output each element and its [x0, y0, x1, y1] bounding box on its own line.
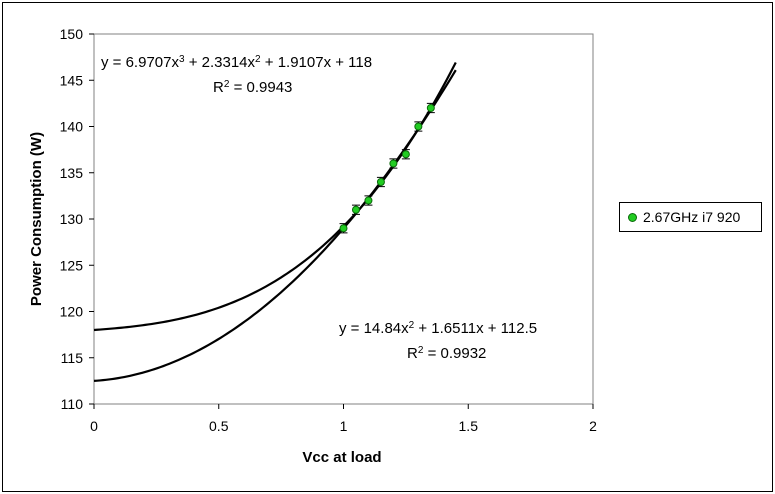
- eq2-part: + 1.6511x + 112.5: [414, 320, 537, 337]
- x-tick-label: 0.5: [209, 418, 229, 434]
- data-point: [376, 178, 385, 186]
- y-axis-title: Power Consumption (W): [28, 132, 45, 306]
- data-point: [401, 150, 410, 159]
- legend-marker-icon: [628, 212, 637, 222]
- x-tick-label: 1: [340, 418, 348, 434]
- legend: 2.67GHz i7 920: [619, 202, 762, 232]
- eq1-superscript: 3: [179, 54, 185, 65]
- eq1-part: y = 6.9707x: [101, 54, 179, 71]
- data-point: [364, 196, 373, 205]
- y-tick-label: 150: [60, 26, 84, 42]
- x-axis: 0 0.5 1 1.5 2: [90, 404, 597, 434]
- legend-label: 2.67GHz i7 920: [643, 209, 741, 225]
- plot-area: [93, 33, 594, 405]
- data-point: [339, 224, 348, 233]
- eq1-part: + 2.3314x: [185, 54, 256, 71]
- data-point: [414, 122, 423, 131]
- y-tick-label: 125: [60, 257, 84, 273]
- y-tick-label: 130: [60, 211, 84, 227]
- y-tick-label: 135: [60, 165, 84, 181]
- y-tick-label: 145: [60, 72, 84, 88]
- r2-superscript: 2: [418, 345, 424, 356]
- y-tick-label: 110: [61, 396, 84, 412]
- y-tick-label: 115: [61, 350, 84, 366]
- trendline-cubic-equation: y = 6.9707x3 + 2.3314x2 + 1.9107x + 118: [101, 54, 372, 72]
- x-axis-title: Vcc at load: [302, 449, 381, 466]
- r2-label: R: [213, 79, 224, 96]
- eq2-part: y = 14.84x: [339, 320, 409, 337]
- data-point: [426, 104, 435, 112]
- y-tick-label: 140: [60, 119, 84, 135]
- x-tick-label: 1.5: [459, 418, 479, 434]
- eq1-part: + 1.9107x + 118: [261, 54, 372, 71]
- r2-label: R: [407, 345, 418, 362]
- data-point: [351, 205, 360, 214]
- r2-value: = 0.9932: [423, 345, 486, 362]
- r2-superscript: 2: [224, 79, 230, 90]
- trendline-quadratic-equation: y = 14.84x2 + 1.6511x + 112.5: [339, 320, 537, 338]
- eq1-superscript: 2: [255, 54, 261, 65]
- trendline-quadratic-r2: R2 = 0.9932: [407, 345, 486, 363]
- y-axis: 110 115 120 125 130 135 140 145 150: [60, 26, 94, 412]
- x-tick-label: 0: [90, 418, 98, 434]
- r2-value: = 0.9943: [229, 79, 292, 96]
- x-tick-label: 2: [589, 418, 597, 434]
- data-points: [339, 102, 435, 234]
- trendline-cubic-r2: R2 = 0.9943: [213, 79, 292, 97]
- data-point: [389, 159, 398, 168]
- eq2-superscript: 2: [409, 320, 415, 331]
- y-tick-label: 120: [60, 304, 84, 320]
